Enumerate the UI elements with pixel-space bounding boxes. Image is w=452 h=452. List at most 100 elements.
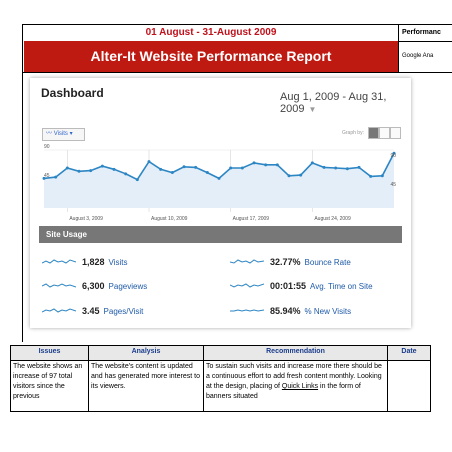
site-usage-header: Site Usage — [39, 226, 402, 243]
metric-dropdown[interactable]: 〰 Visits ▾ — [42, 128, 85, 141]
data-point[interactable] — [275, 163, 279, 167]
data-point[interactable] — [147, 160, 151, 164]
banner-rule — [22, 72, 452, 73]
stat-link[interactable]: % New Visits — [304, 306, 352, 316]
graph-by-label: Graph by: — [342, 130, 364, 136]
right-cell-rule — [398, 41, 452, 42]
data-point[interactable] — [299, 173, 303, 177]
data-point[interactable] — [159, 167, 163, 171]
recommendation-text-cont: in the form of banners situated — [206, 383, 361, 400]
graph-by-week-button[interactable] — [379, 127, 390, 139]
metric-dropdown-label: Visits — [53, 131, 68, 137]
chevron-down-icon: ▼ — [308, 105, 317, 114]
visits-area — [44, 153, 394, 208]
data-point[interactable] — [310, 161, 314, 165]
cell-date — [387, 360, 431, 412]
y-tick-label: 45 — [44, 173, 50, 179]
data-point[interactable] — [264, 163, 268, 167]
y-tick-label: 90 — [44, 144, 50, 150]
stat-value: 6,300 — [82, 281, 105, 291]
stat-new-visits[interactable]: 85.94% % New Visits — [230, 305, 351, 317]
stat-bounce-rate[interactable]: 32.77% Bounce Rate — [230, 256, 351, 268]
data-point[interactable] — [369, 174, 373, 178]
stat-link[interactable]: Pages/Visit — [103, 306, 144, 316]
sparkline-icon — [230, 259, 264, 264]
stat-link[interactable]: Avg. Time on Site — [310, 281, 373, 291]
data-point[interactable] — [252, 161, 256, 165]
stat-value: 00:01:55 — [270, 281, 307, 291]
recommendation-text: To sustain such visits and increase more… — [206, 363, 382, 390]
stat-visits[interactable]: 1,828 Visits — [42, 256, 128, 268]
stat-value: 85.94% — [270, 306, 301, 316]
data-point[interactable] — [42, 176, 46, 180]
sparkline-icon — [42, 259, 76, 264]
data-point[interactable] — [170, 171, 174, 175]
data-point[interactable] — [357, 165, 361, 169]
stat-link[interactable]: Bounce Rate — [304, 257, 351, 267]
report-date-range: 01 August - 31-August 2009 — [145, 27, 277, 38]
data-point[interactable] — [65, 166, 69, 170]
visits-chart: 90 45 90 45 August 3, 2009 August 10, 2009 Aug… — [42, 144, 396, 222]
table-row: The website shows an increase of 97 tota… — [10, 360, 431, 412]
stat-link[interactable]: Pageviews — [108, 281, 148, 291]
cell-issues: The website shows an increase of 97 tota… — [10, 360, 89, 412]
line-chart-icon: 〰 — [46, 131, 53, 137]
stat-link[interactable]: Visits — [108, 257, 128, 267]
x-tick-label: August 17, 2009 — [233, 216, 270, 222]
stat-value: 1,828 — [82, 257, 105, 267]
data-point[interactable] — [380, 174, 384, 178]
cell-recommendation: To sustain such visits and increase more… — [203, 360, 388, 412]
sparkline-icon — [42, 283, 76, 288]
graph-by-month-button[interactable] — [390, 127, 401, 139]
issues-table: Issues Analysis Recommendation Date The … — [10, 345, 431, 412]
data-point[interactable] — [345, 167, 349, 171]
sparkline-icon — [42, 308, 76, 313]
data-point[interactable] — [89, 169, 93, 173]
data-point[interactable] — [135, 178, 139, 182]
right-column-subheader: Google Ana — [398, 41, 452, 72]
col-header-analysis: Analysis — [88, 345, 204, 361]
data-point[interactable] — [54, 175, 58, 179]
col-header-date: Date — [387, 345, 431, 361]
data-point[interactable] — [217, 176, 221, 180]
page-border — [22, 24, 23, 342]
stat-avg-time[interactable]: 00:01:55 Avg. Time on Site — [230, 280, 373, 292]
graph-by-day-button[interactable] — [368, 127, 379, 139]
col-header-issues: Issues — [10, 345, 89, 361]
sparkline-icon — [230, 283, 264, 288]
data-point[interactable] — [182, 165, 186, 169]
data-point[interactable] — [287, 174, 291, 178]
data-point[interactable] — [124, 172, 128, 176]
date-range-selector[interactable]: Aug 1, 2009 - Aug 31, 2009 ▼ — [280, 91, 411, 115]
stat-value: 32.77% — [270, 257, 301, 267]
quick-links-link[interactable]: Quick Links — [281, 383, 319, 390]
data-point[interactable] — [392, 151, 396, 155]
data-point[interactable] — [229, 166, 233, 170]
stat-pageviews[interactable]: 6,300 Pageviews — [42, 280, 147, 292]
data-point[interactable] — [77, 169, 81, 173]
data-point[interactable] — [205, 171, 209, 175]
cell-analysis: The website's content is updated and has… — [88, 360, 204, 412]
sparkline-icon — [230, 309, 264, 312]
y-tick-label-right: 90 — [390, 153, 396, 159]
data-point[interactable] — [100, 164, 104, 168]
data-point[interactable] — [112, 167, 116, 171]
top-rule — [22, 24, 452, 25]
report-title-banner: Alter-It Website Performance Report — [24, 41, 398, 72]
date-range-label: Aug 1, 2009 - Aug 31, 2009 — [280, 91, 387, 115]
chevron-down-icon: ▾ — [69, 131, 73, 137]
data-point[interactable] — [240, 166, 244, 170]
data-point[interactable] — [322, 165, 326, 169]
dashboard-title: Dashboard — [41, 86, 104, 100]
x-tick-label: August 24, 2009 — [314, 216, 351, 222]
table-header-row: Issues Analysis Recommendation Date — [10, 345, 431, 361]
col-header-recommendation: Recommendation — [203, 345, 388, 361]
x-tick-label: August 3, 2009 — [69, 216, 103, 222]
x-tick-label: August 10, 2009 — [151, 216, 188, 222]
data-point[interactable] — [334, 166, 338, 170]
right-column-header: Performanc — [398, 24, 452, 41]
stat-pages-visit[interactable]: 3.45 Pages/Visit — [42, 305, 143, 317]
analytics-dashboard: Dashboard Aug 1, 2009 - Aug 31, 2009 ▼ 〰 … — [30, 78, 411, 328]
data-point[interactable] — [194, 165, 198, 169]
stat-value: 3.45 — [82, 306, 100, 316]
